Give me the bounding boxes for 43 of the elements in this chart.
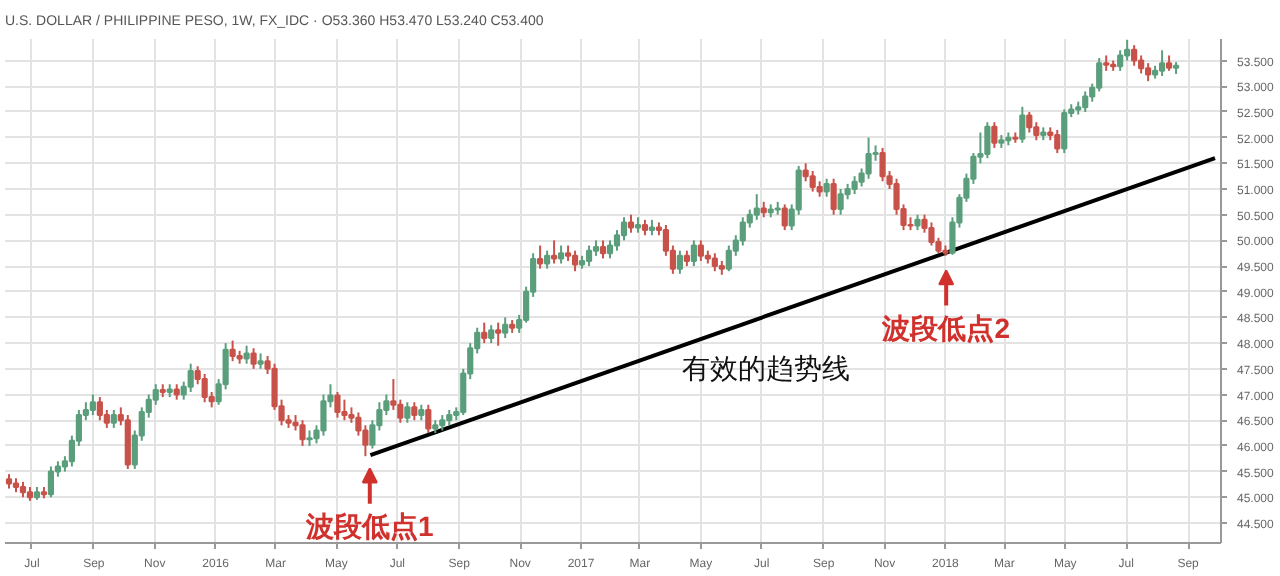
candlestick <box>481 321 488 345</box>
candlestick <box>1159 49 1166 77</box>
candlestick <box>837 188 844 216</box>
annotation: 有效的趋势线 <box>682 351 851 384</box>
candlestick <box>697 239 704 262</box>
candlestick <box>201 372 208 404</box>
candlestick <box>96 396 103 422</box>
annotation: 波段低点2 <box>880 312 1011 345</box>
candlestick <box>753 193 760 221</box>
candlestick <box>809 170 816 193</box>
candlestick <box>502 316 509 340</box>
candlestick <box>341 398 348 422</box>
candlestick <box>229 339 236 363</box>
candlestick <box>585 244 593 268</box>
candlestick <box>425 403 432 435</box>
candlestick <box>1131 44 1138 67</box>
candlestick <box>334 390 341 419</box>
candlestick <box>404 401 411 424</box>
candlestick <box>187 362 194 393</box>
candlestick <box>551 239 558 265</box>
candlestick <box>1061 108 1068 155</box>
candlestick <box>991 121 998 149</box>
candlestick <box>495 321 502 347</box>
candlestick <box>47 465 55 499</box>
candlestick <box>1026 110 1033 134</box>
candlestick <box>89 393 96 417</box>
candlestick <box>676 249 683 275</box>
candlestick <box>879 146 886 183</box>
candlestick <box>928 221 935 247</box>
candlestick <box>830 177 837 216</box>
candlestick <box>537 244 544 270</box>
candlestick <box>571 249 579 273</box>
annotation: 波段低点1 <box>304 510 435 543</box>
candlestick <box>1019 105 1026 144</box>
candlestick <box>984 121 991 160</box>
candlestick <box>1054 128 1061 155</box>
candlestick <box>781 203 788 232</box>
candlestick <box>250 347 257 370</box>
candlestick <box>299 419 306 447</box>
candlestick <box>865 136 872 180</box>
candlestick <box>1082 90 1089 113</box>
candlestick <box>124 414 131 471</box>
candlestick <box>690 239 697 268</box>
